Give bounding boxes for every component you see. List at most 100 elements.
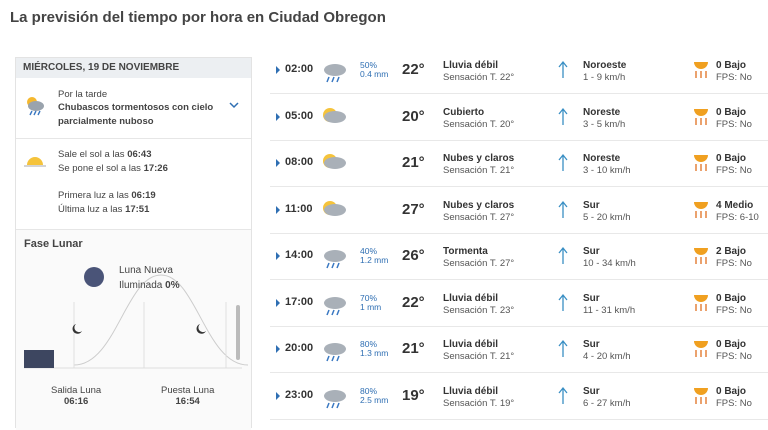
divider (16, 138, 251, 139)
uv-icon (694, 294, 708, 311)
moonset-label: Puesta Luna (161, 385, 215, 396)
uv-index: 0 Bajo (716, 60, 747, 71)
description: Nubes y claros (443, 153, 515, 164)
hour-row[interactable]: 17:00 70% 1 mm 22° Lluvia débil Sensación… (270, 280, 768, 327)
wind-speed: 5 - 20 km/h (583, 211, 631, 223)
row-chevron[interactable] (274, 251, 282, 261)
wind-arrow (558, 293, 568, 311)
row-chevron[interactable] (274, 391, 282, 401)
wind-arrow (558, 246, 568, 264)
uv-index: 4 Medio (716, 199, 754, 211)
fps: FPS: No (716, 351, 752, 362)
row-chevron[interactable] (274, 205, 282, 215)
uv-icon (694, 248, 708, 264)
hour-row[interactable]: 14:00 40% 1.2 mm 26° Tormenta Sensación T… (270, 233, 768, 280)
row-chevron[interactable] (274, 65, 282, 75)
wind-speed: 1 - 9 km/h (583, 72, 626, 83)
rain-amount: 2.5 mm (360, 394, 389, 405)
uv-icon (694, 155, 708, 171)
hour-row[interactable]: 05:00 20° Cubierto Sensación T. 20° Nore… (270, 94, 768, 141)
rain-amount: 1 mm (360, 301, 382, 312)
wind-speed: 3 - 10 km/h (583, 165, 631, 176)
feels-like: Sensación T. 20° (443, 118, 515, 130)
description: Lluvia débil (443, 292, 499, 304)
description: Nubes y claros (443, 199, 515, 211)
temperature: 27° (402, 200, 425, 218)
wind-direction: Sur (583, 246, 600, 257)
wind-direction: Sur (583, 199, 600, 211)
uv-index: 0 Bajo (716, 339, 747, 350)
wind-direction: Sur (583, 339, 600, 350)
temperature: 22° (402, 293, 425, 311)
rain-amount: 0.4 mm (360, 69, 389, 79)
rain-probability: 40% (360, 246, 378, 256)
uv-icon (694, 341, 708, 357)
time: 05:00 (285, 109, 314, 122)
page-title: La previsión del tiempo por hora en Ciud… (10, 9, 386, 26)
hour-row[interactable]: 11:00 27° Nubes y claros Sensación T. 27… (270, 187, 768, 234)
day-panel: MIÉRCOLES, 19 DE NOVIEMBRE Por la tarde … (15, 57, 252, 430)
fps: FPS: No (716, 397, 752, 409)
wind-speed: 3 - 5 km/h (583, 118, 626, 130)
hour-row[interactable]: 23:00 80% 2.5 mm 19° Lluvia débil Sensaci… (270, 373, 768, 420)
weather-icon (324, 296, 346, 315)
description: Lluvia débil (443, 60, 499, 71)
weather-icon (324, 64, 346, 83)
feels-like: Sensación T. 23° (443, 304, 515, 316)
fps: FPS: No (716, 258, 752, 269)
temperature: 21° (402, 154, 425, 171)
weather-icon (323, 107, 346, 123)
illumination-label: Iluminada (119, 280, 163, 291)
temperature: 22° (402, 61, 425, 78)
description: Cubierto (443, 106, 485, 118)
sunset: Se pone el sol a las 17:26 (58, 163, 168, 174)
wind-direction: Noroeste (583, 60, 627, 71)
wind-direction: Noreste (583, 106, 621, 118)
uv-index: 2 Bajo (716, 246, 747, 257)
last-light: Última luz a las 17:51 (58, 204, 149, 215)
hour-row[interactable]: 08:00 21° Nubes y claros Sensación T. 21… (270, 140, 768, 187)
illumination-value: 0% (165, 280, 180, 291)
moon-chart (24, 267, 249, 369)
wind-direction: Sur (583, 292, 600, 304)
row-chevron[interactable] (274, 344, 282, 354)
weather-icon (323, 200, 346, 216)
wind-arrow (558, 60, 568, 78)
temperature: 21° (402, 340, 425, 357)
row-chevron[interactable] (274, 112, 282, 122)
rain-probability: 80% (360, 385, 378, 396)
sun-icon (24, 157, 46, 167)
wind-speed: 10 - 34 km/h (583, 258, 636, 269)
wind-arrow (558, 107, 568, 125)
first-light-label: Primera luz a las (58, 190, 129, 201)
wind-direction: Noreste (583, 153, 621, 164)
time: 02:00 (285, 63, 314, 75)
first-light: Primera luz a las 06:19 (58, 190, 156, 201)
moon-title: Fase Lunar (24, 238, 83, 250)
sunrise-time: 06:43 (127, 149, 152, 160)
uv-icon (694, 62, 708, 78)
last-light-label: Última luz a las (58, 204, 123, 215)
hour-row[interactable]: 02:00 50% 0.4 mm 22° Lluvia débil Sensaci… (270, 47, 768, 94)
wind-arrow (558, 386, 568, 404)
sunrise-label: Sale el sol a las (58, 149, 125, 160)
rain-probability: 50% (360, 60, 378, 70)
row-chevron[interactable] (274, 158, 282, 168)
wind-arrow (558, 153, 568, 171)
hour-row[interactable]: 20:00 80% 1.3 mm 21° Lluvia débil Sensaci… (270, 326, 768, 373)
sunset-label: Se pone el sol a las (58, 163, 141, 174)
expand-toggle[interactable] (228, 100, 240, 110)
fps: FPS: 6-10 (716, 211, 759, 223)
day-description: Chubascos tormentosos con cielo parcialm… (58, 102, 214, 127)
period: Por la tarde (58, 89, 108, 100)
day-header: MIÉRCOLES, 19 DE NOVIEMBRE (16, 58, 251, 78)
time: 23:00 (285, 388, 314, 401)
row-chevron[interactable] (274, 298, 282, 308)
description: Tormenta (443, 246, 488, 257)
divider (16, 229, 251, 230)
fps: FPS: No (716, 304, 752, 316)
moon-phase: Luna Nueva (119, 265, 173, 276)
uv-icon (694, 108, 708, 125)
time: 08:00 (285, 156, 314, 168)
sunset-time: 17:26 (143, 163, 168, 174)
